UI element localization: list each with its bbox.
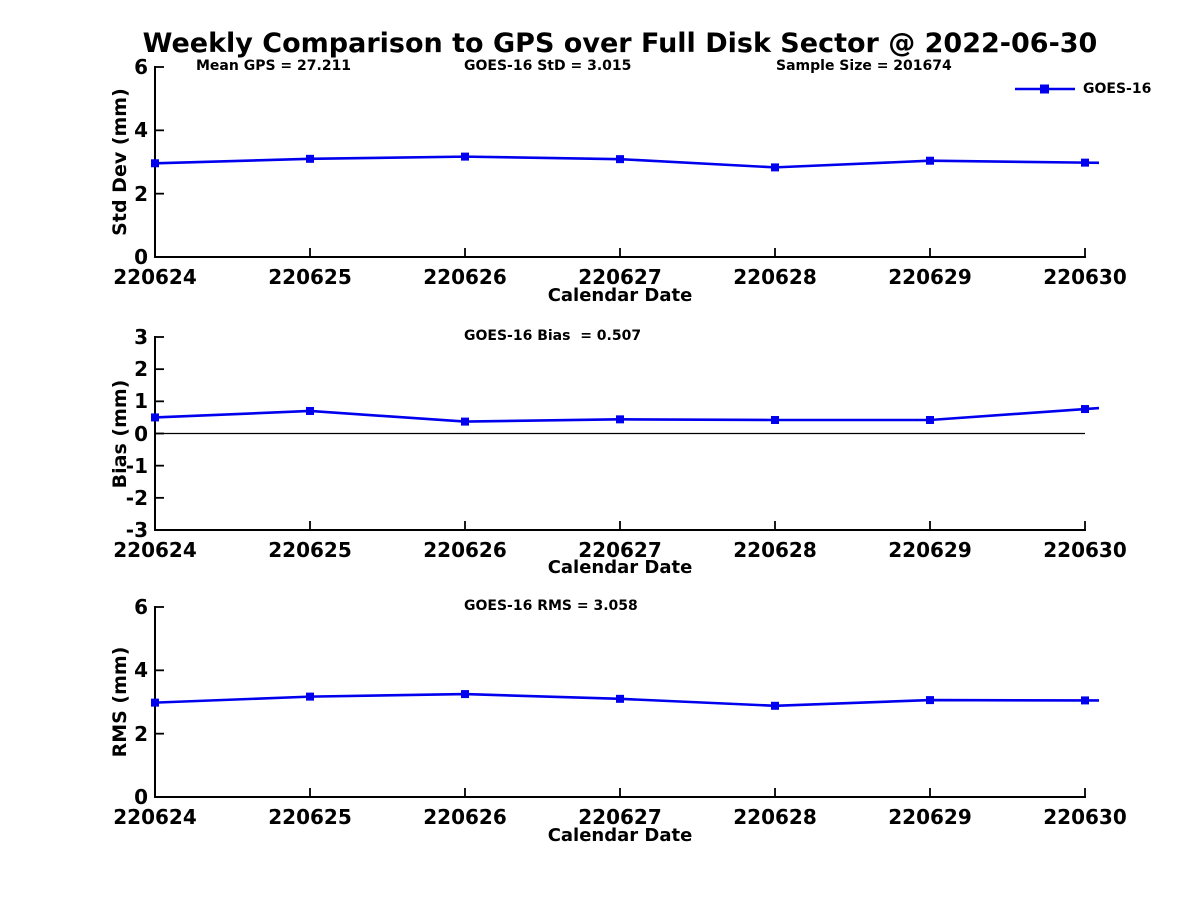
y-tick-label: -3 (125, 518, 148, 542)
x-tick-label: 220627 (578, 805, 662, 829)
y-tick-label: 4 (134, 658, 148, 683)
x-tick-label: 220625 (268, 805, 352, 829)
x-tick-label: 220627 (578, 265, 662, 289)
legend-line-marker-icon (1015, 84, 1075, 94)
x-tick-label: 220626 (423, 805, 507, 829)
data-marker-rms (926, 696, 934, 705)
data-marker-std-dev (926, 156, 934, 165)
y-tick-label: 2 (134, 357, 148, 382)
annotation-bias-0: GOES-16 Bias = 0.507 (464, 328, 642, 344)
y-tick-label: 6 (134, 595, 148, 619)
data-marker-bias (616, 415, 624, 424)
x-axis-label-rms: Calendar Date (547, 825, 693, 846)
x-tick-label: 220629 (888, 265, 972, 289)
y-tick-label: 0 (134, 785, 148, 809)
data-marker-bias (306, 406, 314, 415)
data-marker-std-dev (1081, 158, 1089, 167)
annotation-std-dev-0: Mean GPS = 27.211 (196, 58, 352, 74)
x-axis-label-std-dev: Calendar Date (547, 285, 693, 306)
data-marker-bias (1081, 405, 1089, 414)
data-line-std-dev (154, 155, 1100, 169)
y-tick-label: 2 (134, 181, 148, 206)
x-tick-label: 220627 (578, 538, 662, 562)
x-tick-label: 220626 (423, 265, 507, 289)
x-tick-label: 220628 (733, 538, 817, 562)
data-marker-rms (151, 698, 159, 707)
data-marker-rms (306, 692, 314, 701)
y-tick-label: 0 (134, 421, 148, 446)
y-tick-label: -1 (125, 453, 148, 478)
annotation-std-dev-1: GOES-16 StD = 3.015 (464, 58, 632, 74)
data-marker-bias (151, 413, 159, 422)
data-marker-std-dev (771, 163, 779, 172)
y-tick-label: 0 (134, 245, 148, 269)
y-tick-label: 2 (134, 721, 148, 746)
x-axis-label-bias: Calendar Date (547, 557, 693, 578)
x-tick-label: 220628 (733, 805, 817, 829)
x-tick-label: 220625 (268, 538, 352, 562)
y-axis-label-rms: RMS (mm) (109, 646, 131, 758)
x-tick-label: 220628 (733, 265, 817, 289)
data-marker-rms (616, 694, 624, 703)
x-tick-label: 220630 (1043, 805, 1127, 829)
y-tick-label: 4 (134, 118, 148, 143)
data-marker-rms (1081, 696, 1089, 705)
data-marker-bias (771, 415, 779, 424)
data-line-rms (154, 692, 1100, 708)
x-tick-label: 220630 (1043, 265, 1127, 289)
legend-label: GOES-16 (1083, 81, 1152, 97)
x-tick-label: 220629 (888, 805, 972, 829)
figure-title: Weekly Comparison to GPS over Full Disk … (142, 28, 1098, 59)
x-tick-label: 220629 (888, 538, 972, 562)
y-tick-label: 3 (134, 325, 148, 349)
annotation-std-dev-2: Sample Size = 201674 (776, 58, 952, 74)
data-line-bias (154, 406, 1100, 423)
data-marker-rms (771, 701, 779, 710)
x-tick-label: 220625 (268, 265, 352, 289)
data-marker-rms (461, 690, 469, 699)
x-tick-label: 220624 (113, 538, 197, 562)
data-marker-std-dev (461, 152, 469, 161)
data-marker-bias (926, 415, 934, 424)
y-axis-label-bias: Bias (mm) (109, 379, 131, 488)
y-axis-label-std-dev: Std Dev (mm) (109, 88, 131, 236)
x-tick-label: 220624 (113, 805, 197, 829)
y-tick-label: -2 (125, 485, 148, 510)
y-tick-label: 1 (134, 389, 148, 414)
data-marker-std-dev (151, 159, 159, 168)
x-tick-label: 220630 (1043, 538, 1127, 562)
x-tick-label: 220626 (423, 538, 507, 562)
data-marker-bias (461, 417, 469, 426)
x-tick-label: 220624 (113, 265, 197, 289)
y-tick-label: 6 (134, 55, 148, 79)
data-marker-std-dev (306, 154, 314, 163)
annotation-rms-0: GOES-16 RMS = 3.058 (464, 598, 638, 614)
data-marker-std-dev (616, 155, 624, 164)
legend: GOES-16 (1013, 78, 1151, 100)
